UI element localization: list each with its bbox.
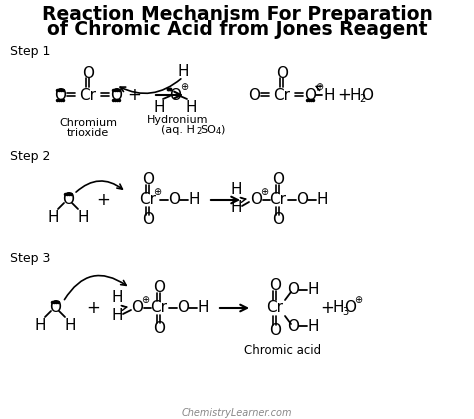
Text: ⊕: ⊕ [153, 187, 161, 197]
Text: O: O [296, 192, 308, 207]
Text: Chromium: Chromium [59, 118, 117, 128]
Text: O: O [276, 65, 288, 80]
Text: O: O [250, 192, 262, 207]
Text: O: O [169, 88, 181, 103]
Text: O: O [62, 192, 74, 207]
Text: H: H [111, 290, 123, 305]
Text: O: O [142, 212, 154, 228]
Text: Hydronium: Hydronium [147, 115, 209, 125]
Text: Cr: Cr [270, 192, 286, 207]
Text: ): ) [220, 125, 224, 135]
Text: O: O [110, 88, 122, 103]
Text: H: H [307, 318, 319, 334]
Text: H: H [230, 183, 242, 197]
Text: ⊕: ⊕ [180, 82, 188, 92]
Text: Chromic acid: Chromic acid [245, 344, 321, 357]
Text: ⊕: ⊕ [354, 295, 362, 305]
Text: O: O [361, 88, 373, 103]
Text: Cr: Cr [80, 88, 97, 103]
Text: H: H [111, 308, 123, 323]
Text: Reaction Mechanism For Preparation: Reaction Mechanism For Preparation [42, 5, 432, 24]
Text: ChemistryLearner.com: ChemistryLearner.com [182, 408, 292, 418]
Text: Cr: Cr [139, 192, 156, 207]
Text: O: O [82, 65, 94, 80]
Text: +: + [96, 191, 110, 209]
Text: H: H [332, 300, 344, 316]
Text: Cr: Cr [273, 88, 291, 103]
Text: of Chromic Acid from Jones Reagent: of Chromic Acid from Jones Reagent [47, 20, 427, 39]
Text: H: H [177, 64, 189, 78]
Text: H: H [188, 192, 200, 207]
Text: H: H [349, 88, 361, 103]
Text: Cr: Cr [151, 300, 167, 316]
Text: O: O [131, 300, 143, 316]
Text: O: O [269, 279, 281, 293]
Text: O: O [272, 173, 284, 187]
Text: 2: 2 [196, 127, 201, 137]
Text: +: + [86, 299, 100, 317]
Text: Cr: Cr [266, 300, 283, 316]
Text: H: H [64, 318, 76, 333]
Text: H: H [323, 88, 335, 103]
Text: O: O [304, 88, 316, 103]
Text: H: H [230, 201, 242, 215]
Text: 3: 3 [342, 307, 348, 317]
Text: O: O [287, 282, 299, 297]
Text: H: H [34, 318, 46, 333]
Text: H: H [185, 101, 197, 116]
Text: O: O [168, 192, 180, 207]
Text: +: + [127, 86, 141, 104]
Text: O: O [54, 88, 66, 103]
Text: 4: 4 [216, 127, 221, 137]
Text: O: O [49, 300, 61, 316]
Text: H: H [197, 300, 209, 316]
Text: Step 2: Step 2 [10, 150, 50, 163]
Text: O: O [142, 173, 154, 187]
Text: Step 3: Step 3 [10, 252, 50, 265]
Text: H: H [77, 210, 89, 225]
Text: 2: 2 [359, 94, 365, 104]
Text: H: H [307, 282, 319, 297]
Text: H: H [47, 210, 59, 225]
Text: ⊕: ⊕ [141, 295, 149, 305]
Text: ⊕: ⊕ [260, 187, 268, 197]
Text: H: H [153, 101, 165, 116]
Text: +: + [320, 299, 334, 317]
Text: trioxide: trioxide [67, 128, 109, 138]
Text: (aq. H: (aq. H [161, 125, 195, 135]
Text: O: O [344, 300, 356, 316]
Text: O: O [248, 88, 260, 103]
Text: H: H [316, 192, 328, 207]
Text: ⊕: ⊕ [315, 82, 323, 92]
Text: SO: SO [200, 125, 216, 135]
Text: O: O [153, 321, 165, 336]
Text: O: O [272, 212, 284, 228]
Text: O: O [269, 323, 281, 337]
Text: O: O [177, 300, 189, 316]
Text: +: + [337, 86, 351, 104]
Text: Step 1: Step 1 [10, 45, 50, 58]
Text: O: O [153, 280, 165, 295]
Text: O: O [287, 318, 299, 334]
